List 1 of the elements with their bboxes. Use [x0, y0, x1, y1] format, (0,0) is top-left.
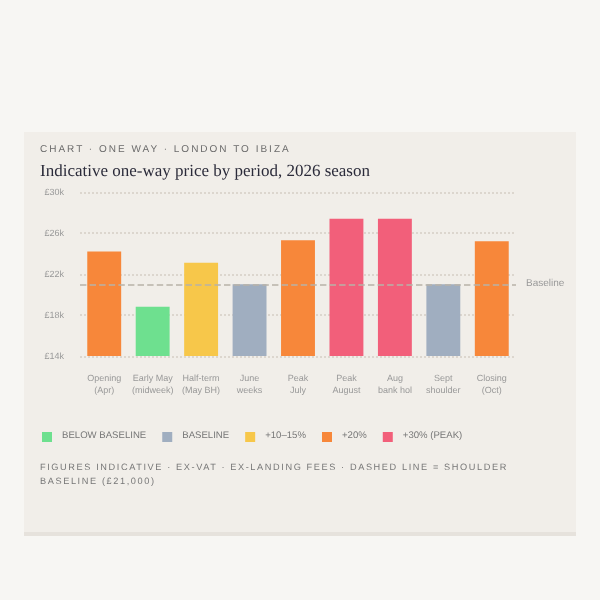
- chart-title: Indicative one-way price by period, 2026 season: [40, 160, 370, 180]
